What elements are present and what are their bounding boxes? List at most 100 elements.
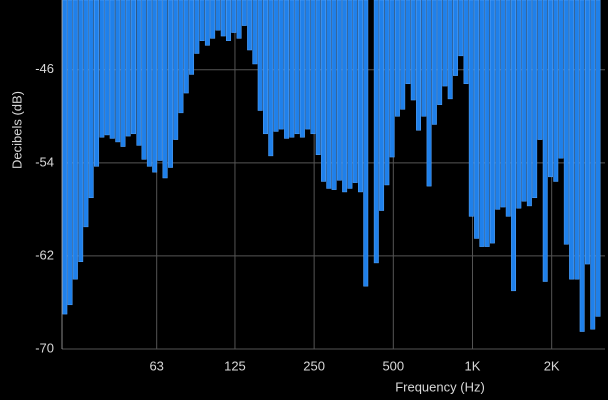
bar (400, 0, 406, 110)
bar (521, 0, 527, 202)
bar (511, 0, 517, 292)
bar (489, 0, 495, 244)
bar (273, 0, 279, 132)
bar (358, 0, 363, 193)
bar (431, 0, 437, 125)
bar (495, 0, 501, 210)
bar (563, 0, 569, 245)
bar (389, 0, 395, 158)
bar (505, 0, 511, 217)
bar (310, 0, 316, 135)
bar (437, 0, 443, 105)
y-tick-label: -46 (35, 61, 54, 76)
bar (88, 0, 94, 199)
bar (331, 0, 337, 190)
bar (532, 0, 538, 199)
bar (109, 0, 115, 139)
bar (247, 0, 253, 51)
bar (263, 0, 268, 135)
x-tick-label: 2K (544, 358, 560, 373)
bar (120, 0, 126, 147)
bar (173, 0, 179, 140)
bar (210, 0, 216, 39)
bar (500, 0, 506, 208)
bar (146, 0, 152, 167)
bar (484, 0, 490, 247)
bar (204, 0, 210, 46)
bar (130, 0, 136, 135)
bar (125, 0, 131, 137)
bar (590, 0, 596, 330)
bar (183, 0, 189, 94)
bar (558, 0, 564, 159)
bar (373, 0, 379, 264)
bar (194, 0, 200, 54)
bar (99, 0, 105, 138)
bar (252, 0, 258, 65)
bar (595, 0, 601, 317)
y-tick-label: -62 (35, 247, 54, 262)
bar (453, 0, 458, 76)
bar (231, 0, 237, 33)
bar (352, 0, 358, 183)
bar (78, 0, 84, 262)
bar (241, 0, 247, 26)
bar (93, 0, 100, 167)
bar (384, 0, 390, 186)
y-tick-label: -70 (35, 340, 54, 355)
bar (225, 0, 231, 41)
bar (215, 0, 221, 31)
bar (410, 0, 416, 101)
bar (315, 0, 321, 155)
bar (569, 0, 575, 280)
bar (447, 0, 453, 100)
bar (189, 0, 195, 75)
bar (347, 0, 353, 189)
bar (526, 0, 532, 207)
bar (220, 0, 226, 37)
x-tick-label: 125 (224, 358, 246, 373)
bar (284, 0, 290, 139)
y-axis-label: Decibels (dB) (9, 91, 24, 169)
bar (62, 0, 68, 315)
bar (542, 0, 548, 282)
bar (136, 0, 142, 146)
bar (379, 0, 385, 211)
x-tick-label: 1K (465, 358, 481, 373)
bar (157, 0, 163, 161)
bar (474, 0, 480, 239)
bar (168, 0, 173, 168)
bar (363, 0, 369, 287)
bar (442, 0, 448, 87)
bar (152, 0, 158, 173)
x-tick-label: 250 (303, 358, 325, 373)
bar (394, 0, 400, 117)
bar (548, 0, 553, 178)
bar (178, 0, 184, 114)
bar (67, 0, 73, 306)
bar (294, 0, 300, 135)
bar (336, 0, 342, 181)
bar (321, 0, 326, 182)
bar (458, 0, 464, 57)
bar (299, 0, 305, 138)
bar (426, 0, 432, 187)
x-axis-label: Frequency (Hz) (395, 379, 485, 394)
x-tick-label: 63 (149, 358, 163, 373)
bar (584, 0, 590, 265)
bar (141, 0, 147, 160)
bar (162, 0, 168, 179)
bar (268, 0, 274, 157)
bar (342, 0, 348, 193)
bar (468, 0, 474, 217)
bar (104, 0, 110, 136)
bar (289, 0, 295, 138)
bar (479, 0, 485, 247)
bar (516, 0, 522, 209)
bar (305, 0, 311, 130)
bar (236, 0, 242, 39)
bar (405, 0, 411, 85)
x-tick-label: 500 (382, 358, 404, 373)
bar (463, 0, 469, 85)
